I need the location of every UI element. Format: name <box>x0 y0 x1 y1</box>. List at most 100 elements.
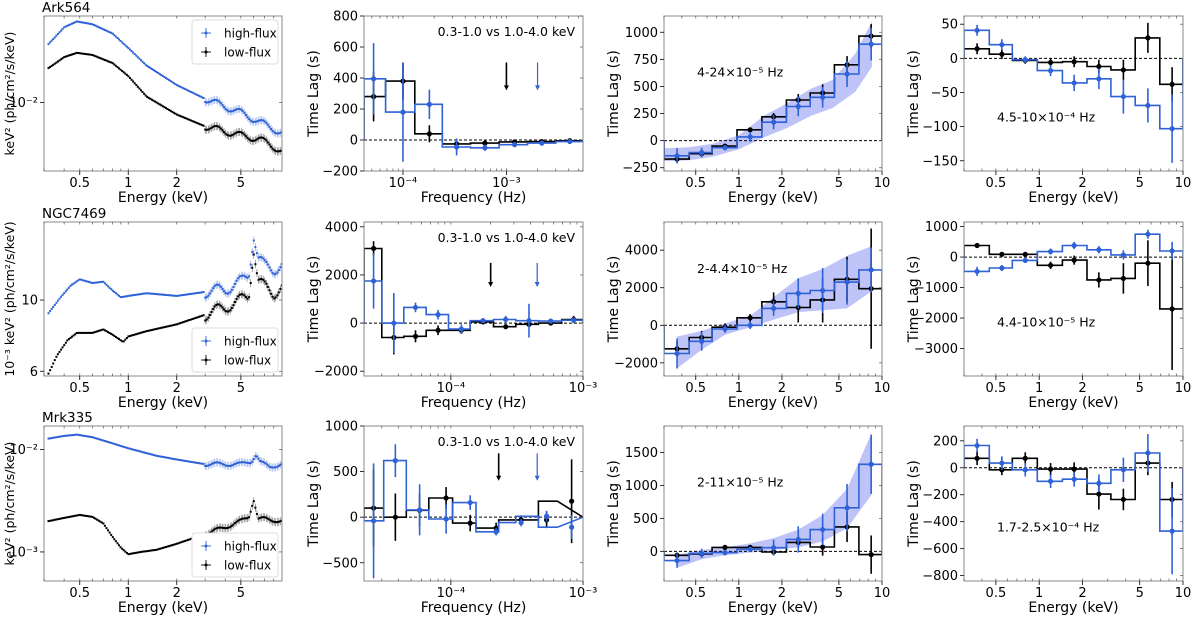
legend: high-flux low-flux <box>191 19 279 65</box>
data-point <box>1145 102 1151 109</box>
spectrum-point <box>56 518 59 521</box>
arrow-head <box>503 85 509 91</box>
spectrum-point <box>75 20 78 23</box>
spectrum-point <box>58 435 61 438</box>
data-point <box>1096 480 1102 486</box>
spectrum-point <box>97 438 100 441</box>
spectrum-point <box>49 310 52 313</box>
series-low-flux <box>964 240 1183 370</box>
spectrum-point <box>107 331 110 334</box>
spectrum-point <box>111 289 114 292</box>
y-tick-label: 0 <box>350 511 358 526</box>
data-point <box>1169 126 1175 132</box>
spectrum-point <box>88 515 91 518</box>
spectrum-point <box>47 67 50 70</box>
spectrum-point <box>88 435 91 438</box>
spectrum-point <box>124 44 127 47</box>
spectrum-point <box>135 551 138 554</box>
x-tick-label: 1 <box>735 176 743 191</box>
spectrum-point <box>111 536 114 539</box>
spectrum-point <box>176 323 178 326</box>
data-point <box>795 290 801 296</box>
spectrum-point <box>135 84 138 86</box>
panel-annotation: 0.3-1.0 vs 1.0-4.0 keV <box>438 24 576 39</box>
y-axis-label: keV² (ph/cm²/s/keV) <box>2 32 17 156</box>
spectrum-point <box>124 72 127 75</box>
data-point <box>518 520 524 526</box>
spectrum-point <box>161 326 164 329</box>
x-tick-label: 0.5 <box>69 176 90 191</box>
spectrum-point <box>199 291 202 294</box>
x-axis-label: Energy (keV) <box>728 600 818 616</box>
spectrum-point <box>64 290 67 293</box>
spectrum-point <box>97 519 100 522</box>
plot-area <box>364 241 583 355</box>
data-point <box>426 131 432 137</box>
spectrum-point <box>149 549 152 552</box>
spectrum-point <box>49 41 52 44</box>
legend-label-low-flux: low-flux <box>224 354 271 368</box>
spectrum-point <box>111 62 114 65</box>
spectrum-point <box>149 292 152 295</box>
series-high-flux <box>364 253 583 354</box>
spectrum-point <box>152 69 155 71</box>
y-tick-label: 250 <box>633 107 658 122</box>
spectrum-point <box>144 292 147 295</box>
spectrum-point <box>47 437 50 440</box>
spectrum-point <box>71 335 73 338</box>
data-point <box>435 327 441 333</box>
spectrum-point <box>161 293 164 296</box>
spectrum-point <box>61 346 64 349</box>
spectrum-point <box>60 58 63 61</box>
spectrum-point <box>172 111 175 114</box>
spectrum-point <box>182 87 185 90</box>
y-tick-label: −2000 <box>314 365 358 380</box>
legend-marker-dot <box>204 50 208 54</box>
spectrum-point <box>77 52 80 54</box>
spectrum-point <box>152 328 155 331</box>
spectrum-point <box>140 293 142 296</box>
data-point <box>999 51 1005 57</box>
spectrum-point <box>176 113 178 116</box>
data-point <box>1120 67 1126 73</box>
spectrum-point <box>105 59 108 62</box>
spectrum-point <box>100 27 103 30</box>
y-tick-label: 0 <box>950 251 958 266</box>
data-point <box>482 140 488 146</box>
x-tick-label: 0.5 <box>69 586 90 601</box>
data-point <box>391 320 397 326</box>
spectrum-point <box>114 540 117 543</box>
axes-frame <box>363 15 584 172</box>
spectrum-point <box>179 294 182 297</box>
spectrum-point <box>67 434 70 437</box>
spectrum-point <box>155 548 158 551</box>
data-point <box>1145 231 1151 237</box>
spectrum-point <box>125 446 128 449</box>
spectrum-point <box>194 461 197 464</box>
spectrum-point <box>67 516 70 518</box>
panel-mrk335-lag-energy-high: 0.5 1 2 5 10 −800 −600 −400 −200 0 200 Energy (keV)… <box>906 425 1191 616</box>
x-tick-label: 0.5 <box>685 176 706 191</box>
spectrum-point <box>67 286 70 289</box>
x-tick-label: 2 <box>1078 381 1086 396</box>
spectrum-point <box>85 280 88 283</box>
spectrum-point <box>66 24 69 27</box>
spectrum-point <box>150 68 153 70</box>
data-point <box>1145 450 1151 456</box>
panel-title: Mrk335 <box>42 410 93 426</box>
spectrum-point <box>86 22 89 25</box>
spectrum-point <box>102 439 105 442</box>
data-point <box>674 557 680 564</box>
spectrum-point <box>124 338 127 341</box>
spectrum-point <box>111 333 114 336</box>
spectrum-point <box>147 292 150 295</box>
spectrum-point <box>144 550 147 553</box>
spectrum-point <box>88 53 91 56</box>
spectrum-point <box>171 324 174 327</box>
axes-frame <box>43 15 283 172</box>
spectrum-point <box>154 100 157 103</box>
spectrum-point <box>69 336 72 339</box>
spectrum-point <box>56 33 59 35</box>
data-point <box>868 552 874 558</box>
axes-frame <box>963 15 1184 172</box>
